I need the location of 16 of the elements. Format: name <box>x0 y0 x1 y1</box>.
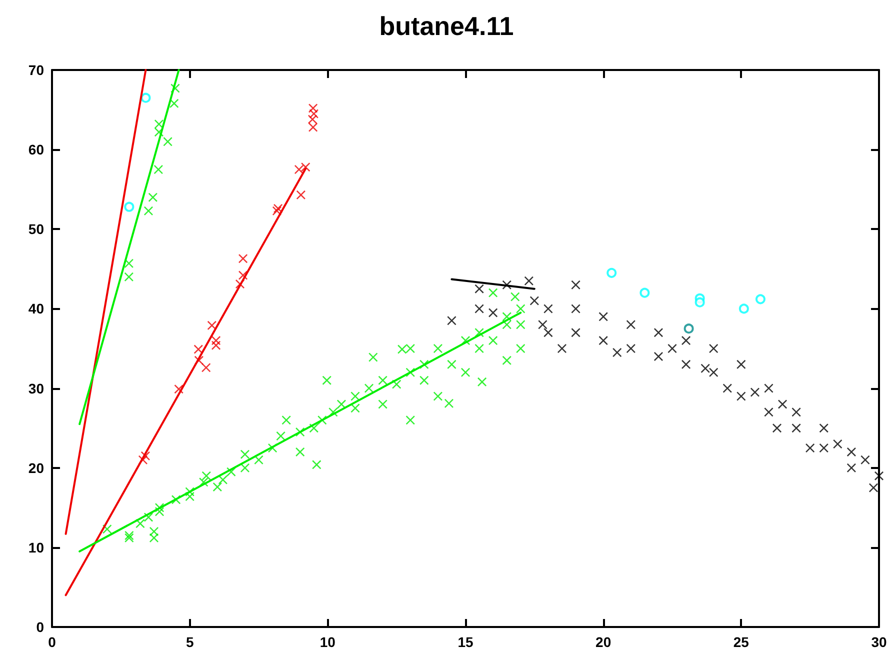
x-tick-label: 10 <box>320 634 336 650</box>
x-tick-label: 5 <box>186 634 194 650</box>
y-tick-label: 10 <box>28 539 44 556</box>
chart-title: butane4.11 <box>379 11 514 41</box>
x-tick-label: 0 <box>48 634 56 650</box>
y-tick-label: 20 <box>28 460 44 476</box>
x-tick-label: 15 <box>458 634 474 650</box>
y-tick-label: 30 <box>28 380 44 396</box>
y-tick-label: 50 <box>28 221 44 238</box>
y-tick-label: 0 <box>36 619 44 635</box>
y-tick-label: 60 <box>28 142 44 158</box>
y-tick-label: 40 <box>28 300 44 317</box>
y-tick-label: 70 <box>28 62 44 78</box>
x-tick-label: 25 <box>733 634 750 650</box>
x-tick-label: 30 <box>871 634 887 650</box>
x-tick-label: 20 <box>596 634 612 650</box>
